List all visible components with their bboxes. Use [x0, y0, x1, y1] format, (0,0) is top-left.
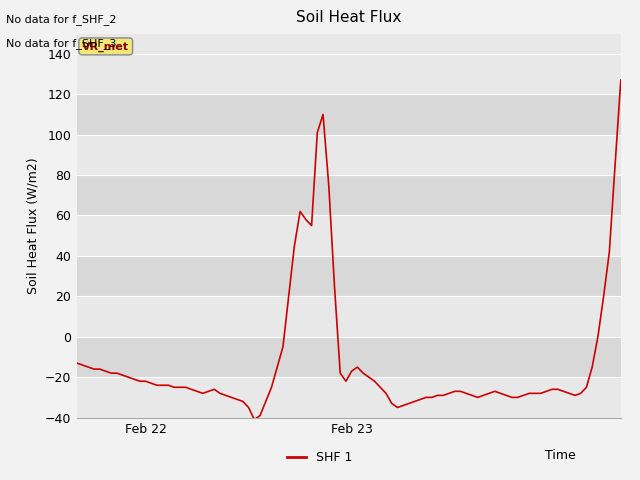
Legend: SHF 1: SHF 1 [282, 446, 358, 469]
Bar [77, 337, 621, 377]
Text: Time: Time [545, 449, 576, 462]
Bar [77, 54, 621, 94]
Bar [77, 94, 621, 135]
Bar [77, 175, 621, 216]
Bar [77, 135, 621, 175]
Text: No data for f_SHF_3: No data for f_SHF_3 [6, 38, 116, 49]
Text: No data for f_SHF_2: No data for f_SHF_2 [6, 14, 117, 25]
Bar [77, 256, 621, 296]
Y-axis label: Soil Heat Flux (W/m2): Soil Heat Flux (W/m2) [26, 157, 39, 294]
Bar [77, 296, 621, 337]
Bar [77, 216, 621, 256]
Text: VR_met: VR_met [82, 41, 129, 51]
Bar [77, 377, 621, 418]
Title: Soil Heat Flux: Soil Heat Flux [296, 11, 401, 25]
